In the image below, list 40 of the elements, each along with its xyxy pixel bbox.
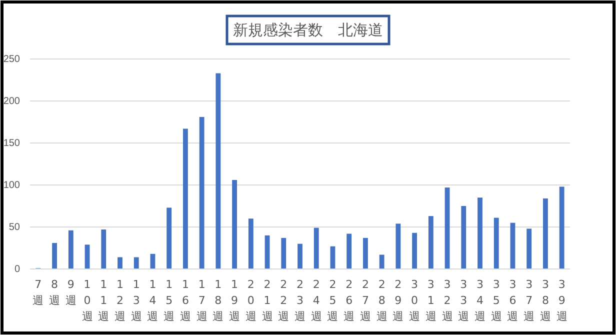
- y-tick-label: 0: [14, 264, 20, 276]
- x-tick-label: 21週: [262, 278, 273, 323]
- x-tick-label: 24週: [310, 278, 322, 323]
- x-tick-label: 34週: [474, 278, 486, 323]
- x-tick-label: 16週: [180, 278, 191, 323]
- y-tick-label: 50: [8, 222, 20, 234]
- x-tick-label: 12週: [114, 278, 126, 323]
- chart-title: 新規感染者数 北海道: [233, 21, 383, 39]
- x-tick-label: 38週: [540, 278, 551, 323]
- x-tick-label: 36週: [507, 278, 518, 323]
- x-tick-label: 8週: [49, 278, 60, 307]
- x-tick-label: 9週: [65, 278, 76, 307]
- x-tick-label: 11週: [98, 278, 110, 323]
- x-tick-label: 33週: [458, 278, 470, 323]
- x-tick-label: 25週: [327, 278, 338, 323]
- x-tick-label: 7週: [32, 278, 44, 307]
- x-tick-label: 39週: [556, 278, 568, 323]
- x-tick-label: 27週: [360, 278, 371, 323]
- x-tick-label: 30週: [409, 278, 420, 323]
- x-tick-label: 22週: [278, 278, 290, 323]
- x-tick-label: 20週: [245, 278, 256, 323]
- y-tick-label: 250: [3, 54, 20, 66]
- y-tick-label: 150: [3, 138, 20, 150]
- y-tick-label: 200: [3, 96, 20, 108]
- y-tick-label: 100: [3, 180, 20, 192]
- x-tick-label: 18週: [212, 278, 224, 323]
- x-tick-label: 32週: [442, 278, 453, 323]
- x-tick-label: 10週: [82, 278, 93, 323]
- x-tick-label: 29週: [392, 278, 404, 323]
- x-tick-label: 23週: [294, 278, 306, 323]
- x-tick-label: 31週: [425, 278, 436, 323]
- x-tick-label: 28週: [376, 278, 388, 323]
- x-tick-label: 13週: [130, 278, 142, 323]
- x-tick-label: 17週: [196, 278, 208, 323]
- x-tick-label: 26週: [344, 278, 355, 323]
- x-tick-label: 35週: [490, 278, 502, 323]
- x-tick-label: 15週: [164, 278, 175, 323]
- x-tick-label: 37週: [524, 278, 535, 323]
- x-tick-label: 14週: [147, 278, 158, 323]
- x-tick-label: 19週: [229, 278, 240, 323]
